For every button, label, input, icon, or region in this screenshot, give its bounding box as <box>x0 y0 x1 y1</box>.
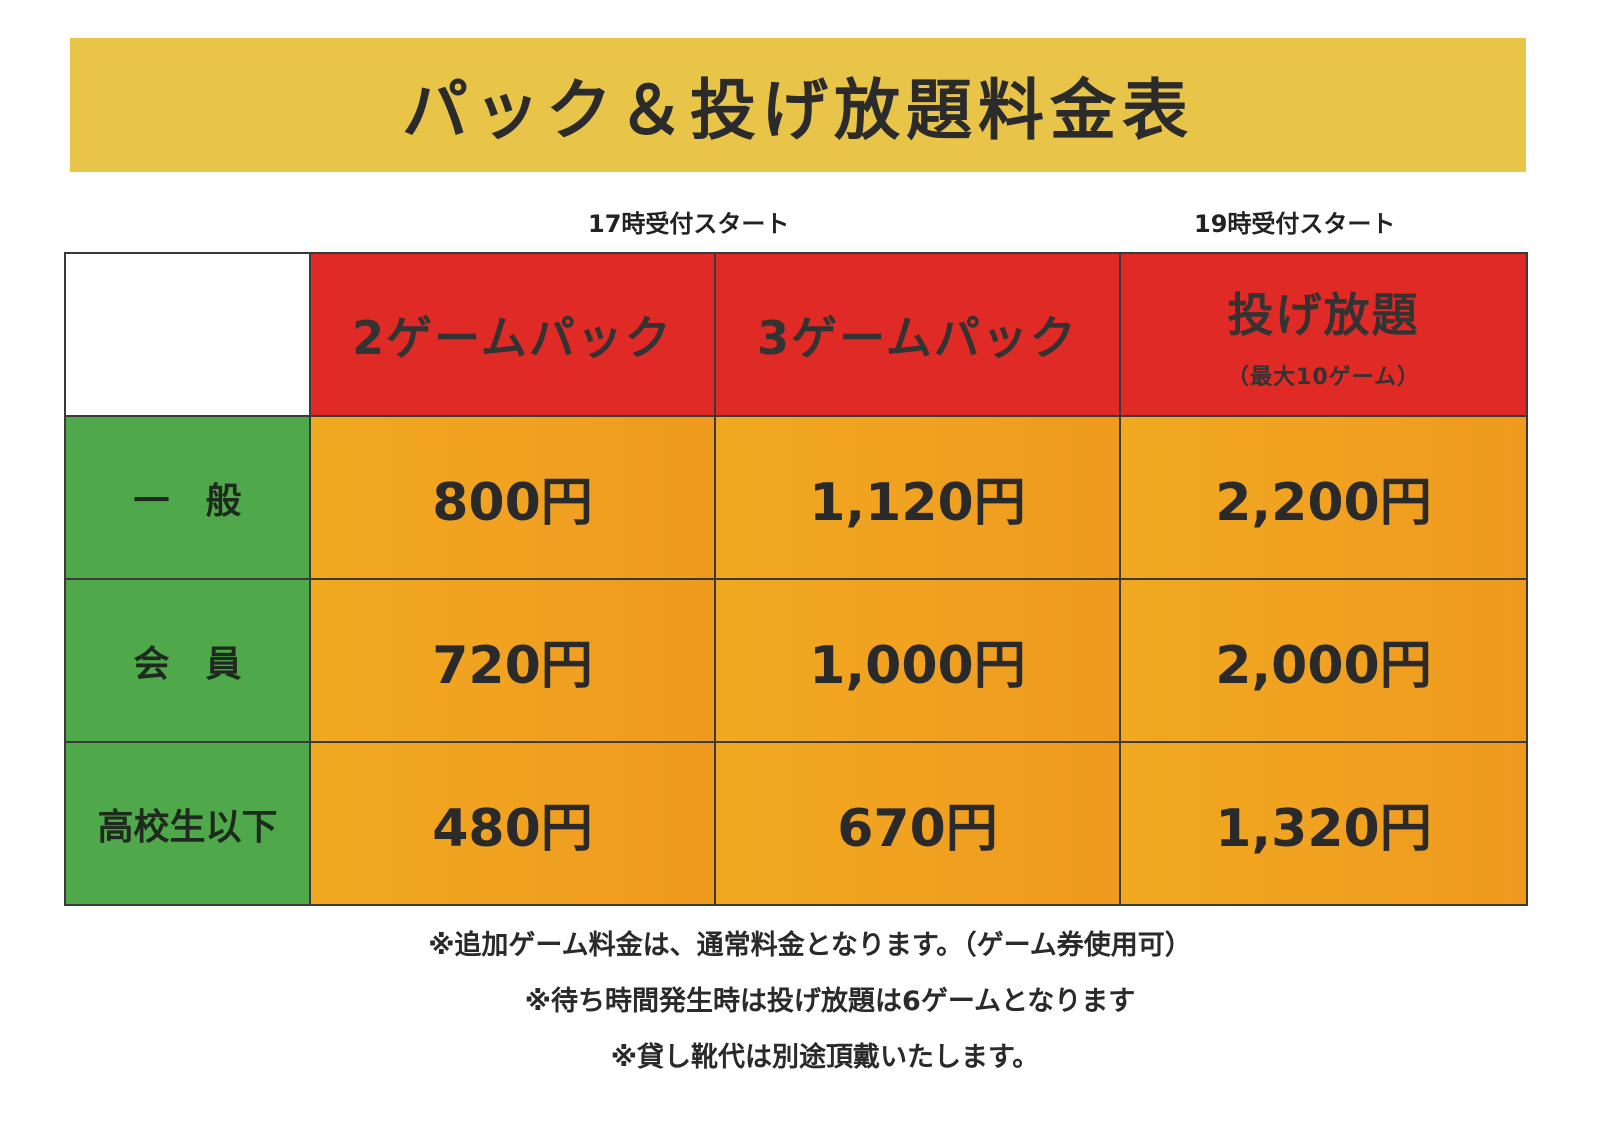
price-cell: 1,120円 <box>714 415 1121 580</box>
column-header-label: 3ゲームパック <box>757 310 1078 365</box>
column-header-2-game-pack: 2ゲームパック <box>309 252 716 417</box>
notes-section: ※追加ゲーム料金は、通常料金となります。（ゲーム券使用可） ※待ち時間発生時は投… <box>0 918 1600 1086</box>
price-cell: 2,000円 <box>1119 578 1528 743</box>
column-header-3-game-pack: 3ゲームパック <box>714 252 1121 417</box>
price-cell: 2,200円 <box>1119 415 1528 580</box>
table-header-row: 2ゲームパック 3ゲームパック 投げ放題 （最大10ゲーム） <box>64 252 1528 417</box>
table-row-high-school-and-under: 高校生以下 480円 670円 1,320円 <box>64 741 1528 906</box>
note-shoe-rental: ※貸し靴代は別途頂戴いたします。 <box>610 1042 1040 1073</box>
price-table: 2ゲームパック 3ゲームパック 投げ放題 （最大10ゲーム） 一 般 800円 … <box>64 252 1528 906</box>
column-header-label: 投げ放題 <box>1227 287 1420 342</box>
table-row-member: 会 員 720円 1,000円 2,000円 <box>64 578 1528 743</box>
row-label-member: 会 員 <box>64 578 311 743</box>
column-header-all-you-can-bowl: 投げ放題 （最大10ゲーム） <box>1119 252 1528 417</box>
column-header-sublabel: （最大10ゲーム） <box>1227 364 1420 390</box>
start-time-label-17: 17時受付スタート <box>588 210 790 238</box>
column-header-label: 2ゲームパック <box>352 310 673 365</box>
row-label-general: 一 般 <box>64 415 311 580</box>
note-additional-game: ※追加ゲーム料金は、通常料金となります。（ゲーム券使用可） <box>428 930 1192 961</box>
price-cell: 1,000円 <box>714 578 1121 743</box>
price-cell: 800円 <box>309 415 716 580</box>
page-title: パック＆投げ放題料金表 <box>402 72 1194 149</box>
table-corner-cell <box>64 252 311 417</box>
price-cell: 480円 <box>309 741 716 906</box>
price-cell: 1,320円 <box>1119 741 1528 906</box>
title-banner: パック＆投げ放題料金表 <box>70 38 1526 172</box>
price-cell: 720円 <box>309 578 716 743</box>
start-time-label-19: 19時受付スタート <box>1194 210 1396 238</box>
table-row-general: 一 般 800円 1,120円 2,200円 <box>64 415 1528 580</box>
price-cell: 670円 <box>714 741 1121 906</box>
row-label-high-school-and-under: 高校生以下 <box>64 741 311 906</box>
note-waiting-time: ※待ち時間発生時は投げ放題は6ゲームとなります <box>524 986 1136 1017</box>
